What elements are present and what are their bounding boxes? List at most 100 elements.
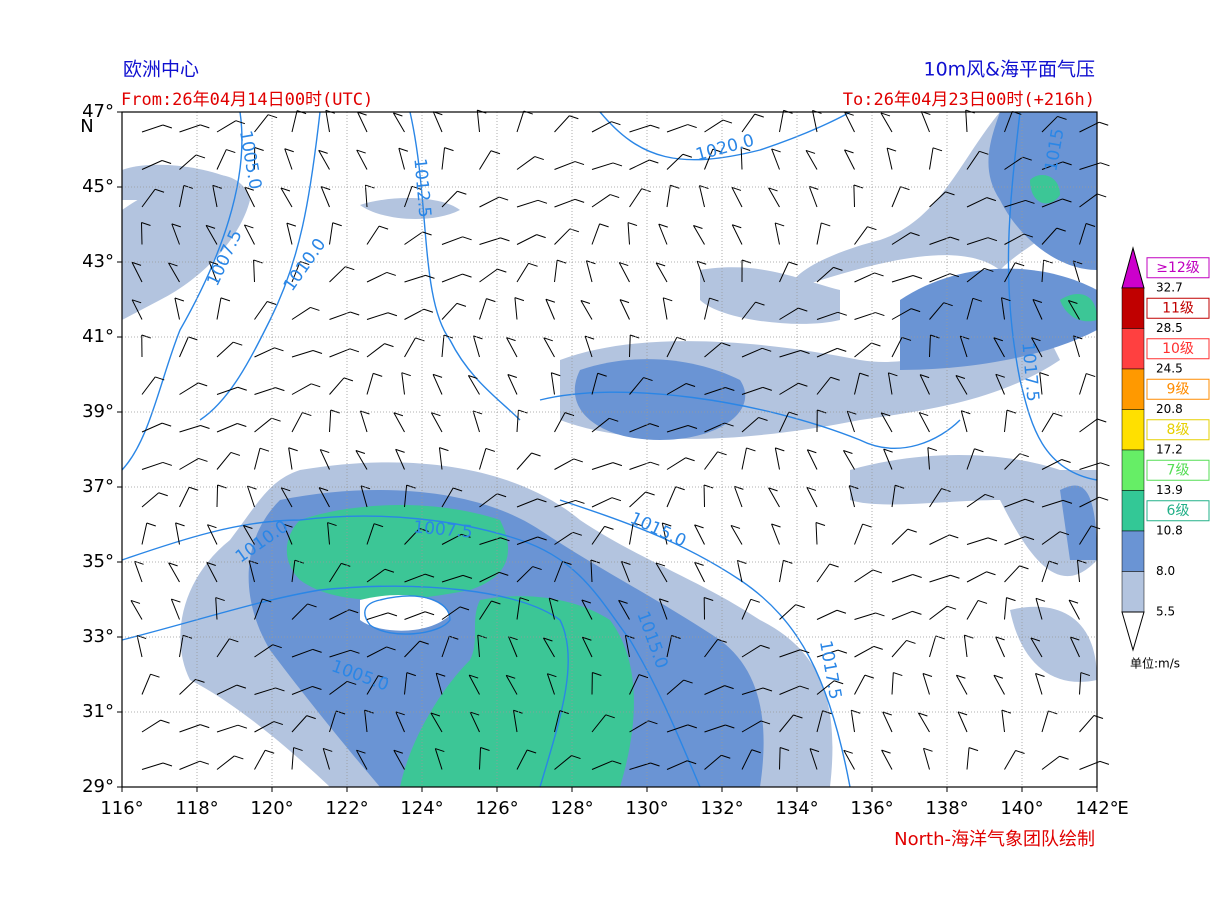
wind-barb	[207, 524, 218, 545]
wind-barb	[1004, 453, 1021, 470]
wind-barb	[291, 261, 301, 283]
wind-barb	[854, 372, 861, 395]
wind-barb-flag	[347, 680, 357, 685]
wind-barb	[216, 484, 219, 508]
wind-barb-flag	[1077, 559, 1087, 564]
wind-barb	[212, 185, 218, 208]
wind-barb-flag	[259, 447, 270, 452]
wind-barb-flag	[906, 639, 916, 644]
wind-barb	[216, 755, 235, 770]
wind-barb-flag	[318, 149, 328, 154]
wind-barb-flag	[919, 374, 930, 379]
wind-barb	[242, 525, 255, 545]
wind-barb-flag	[1015, 262, 1025, 267]
wind-barb	[1079, 418, 1098, 433]
wind-barb	[179, 336, 189, 358]
wind-barb-flag	[130, 599, 141, 604]
wind-barb	[629, 762, 651, 770]
wind-barb	[741, 720, 762, 733]
wind-barb	[253, 259, 255, 283]
wind-barb	[806, 487, 818, 508]
from-time: From:26年04月14日00时(UTC)	[121, 90, 373, 110]
wind-barb-flag	[327, 522, 337, 527]
wind-barb-flag	[564, 412, 575, 417]
wind-barb-flag	[611, 497, 622, 502]
wind-barb-flag	[1043, 259, 1053, 264]
wind-barb-flag	[360, 410, 370, 415]
colorbar-class-box	[1146, 500, 1210, 522]
wind-barb-flag	[1019, 453, 1029, 458]
wind-barb	[1041, 459, 1062, 470]
colorbar-segment	[1121, 328, 1145, 370]
wind-barb-flag	[977, 599, 988, 604]
wind-barb	[554, 458, 575, 470]
wind-barb	[174, 297, 180, 320]
wind-barb-flag	[559, 710, 569, 715]
wind-barb	[854, 674, 866, 695]
wind-barb	[704, 119, 724, 133]
wind-barb	[329, 563, 342, 583]
wind-barb-flag	[575, 499, 585, 504]
wind-barb	[591, 417, 610, 433]
wind-barb	[1068, 599, 1080, 620]
wind-barb-flag	[844, 111, 854, 116]
wind-barb-flag	[815, 522, 826, 526]
wind-barb-flag	[500, 237, 510, 242]
wind-barb	[658, 223, 668, 245]
wind-barb	[477, 635, 480, 658]
wind-barb	[629, 159, 650, 170]
wind-barb	[854, 612, 876, 620]
wind-barb	[741, 599, 752, 620]
lon-unit: E	[1117, 798, 1128, 819]
wind-barb	[741, 447, 747, 470]
wind-barb	[366, 225, 380, 245]
wind-barb	[846, 411, 855, 433]
wind-barb	[629, 124, 651, 133]
lat-unit: N	[80, 116, 93, 137]
wind-barb	[779, 560, 784, 583]
wind-barb	[507, 374, 518, 395]
wind-barb	[514, 297, 518, 320]
wind-barb-flag	[751, 749, 761, 754]
wind-barb-flag	[528, 262, 538, 267]
wind-barb-flag	[384, 568, 395, 573]
wind-barb	[395, 711, 405, 733]
wind-barb	[1079, 715, 1095, 733]
wind-barb	[469, 711, 480, 733]
wind-barb-flag	[650, 124, 660, 129]
wind-barb	[741, 644, 761, 658]
wind-barb-flag	[275, 387, 285, 392]
wind-barb	[404, 573, 426, 583]
wind-barb-flag	[286, 222, 297, 227]
wind-barb	[254, 301, 268, 320]
wind-barb	[131, 299, 143, 320]
wind-barb	[624, 635, 630, 658]
wind-barb-flag	[1024, 498, 1035, 503]
wind-barb-flag	[1097, 193, 1107, 198]
lon-label: 116°	[100, 798, 143, 819]
wind-barb	[591, 760, 613, 770]
wind-barb	[516, 498, 538, 508]
wind-barb-flag	[1097, 418, 1107, 423]
wind-barb	[291, 603, 308, 620]
wind-barb	[216, 423, 238, 433]
wind-barb-flag	[1100, 462, 1110, 467]
lon-label: 126°	[475, 798, 518, 819]
wind-barb-flag	[659, 598, 669, 603]
wind-barb	[543, 337, 555, 358]
wind-shading	[122, 112, 1097, 787]
wind-barb	[854, 569, 874, 583]
wind-barb-flag	[419, 640, 429, 645]
wind-barb	[929, 488, 942, 508]
wind-barb-flag	[574, 198, 585, 203]
wind-barb-flag	[853, 184, 864, 189]
wind-barb-flag	[584, 335, 595, 340]
wind-barb	[843, 750, 855, 770]
wind-barb	[404, 485, 408, 508]
wind-barb-flag	[569, 115, 579, 120]
wind-barb	[848, 485, 855, 508]
isobars	[121, 111, 1098, 788]
wind-barb-flag	[462, 574, 473, 579]
wind-barb-flag	[415, 337, 425, 342]
